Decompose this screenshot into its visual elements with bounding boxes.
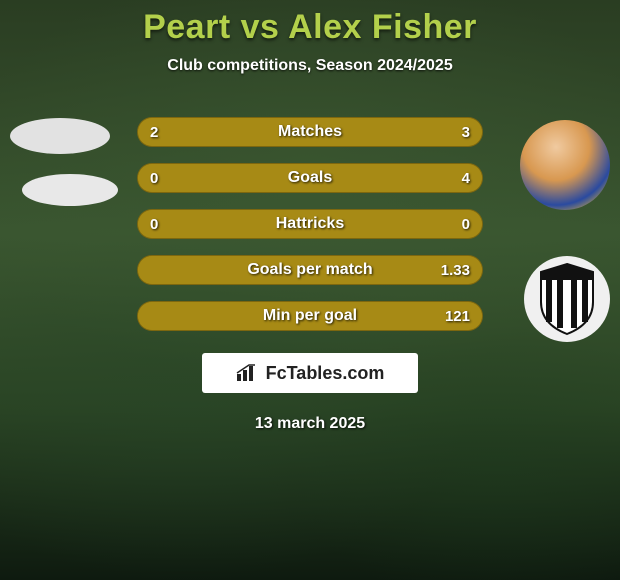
bar-label: Matches (138, 123, 482, 141)
player-right-avatar (520, 120, 610, 210)
bar-right-value: 0 (462, 216, 470, 233)
player-left-avatar-placeholder (10, 118, 110, 154)
bar-row-goals-per-match: Goals per match 1.33 (137, 255, 483, 285)
bar-label: Goals per match (138, 261, 482, 279)
bar-label: Min per goal (138, 307, 482, 325)
content-area: Peart vs Alex Fisher Club competitions, … (0, 0, 620, 580)
bar-right-value: 3 (462, 124, 470, 141)
bar-row-matches: 2 Matches 3 (137, 117, 483, 147)
shield-icon (537, 262, 597, 336)
site-badge[interactable]: FcTables.com (202, 353, 418, 393)
bar-label: Goals (138, 169, 482, 187)
bar-label: Hattricks (138, 215, 482, 233)
date-text: 13 march 2025 (255, 415, 365, 433)
site-label: FcTables.com (266, 363, 385, 384)
bar-right-value: 4 (462, 170, 470, 187)
club-left-logo-placeholder (22, 174, 118, 206)
bar-row-hattricks: 0 Hattricks 0 (137, 209, 483, 239)
bar-right-value: 121 (445, 308, 470, 325)
bar-chart-icon (236, 364, 260, 382)
page-title: Peart vs Alex Fisher (143, 8, 477, 47)
bar-row-min-per-goal: Min per goal 121 (137, 301, 483, 331)
subtitle: Club competitions, Season 2024/2025 (167, 57, 452, 75)
comparison-bars: 2 Matches 3 0 Goals 4 0 Hattricks 0 Goal… (137, 117, 483, 331)
club-right-logo (524, 256, 610, 342)
bar-row-goals: 0 Goals 4 (137, 163, 483, 193)
bar-right-value: 1.33 (441, 262, 470, 279)
